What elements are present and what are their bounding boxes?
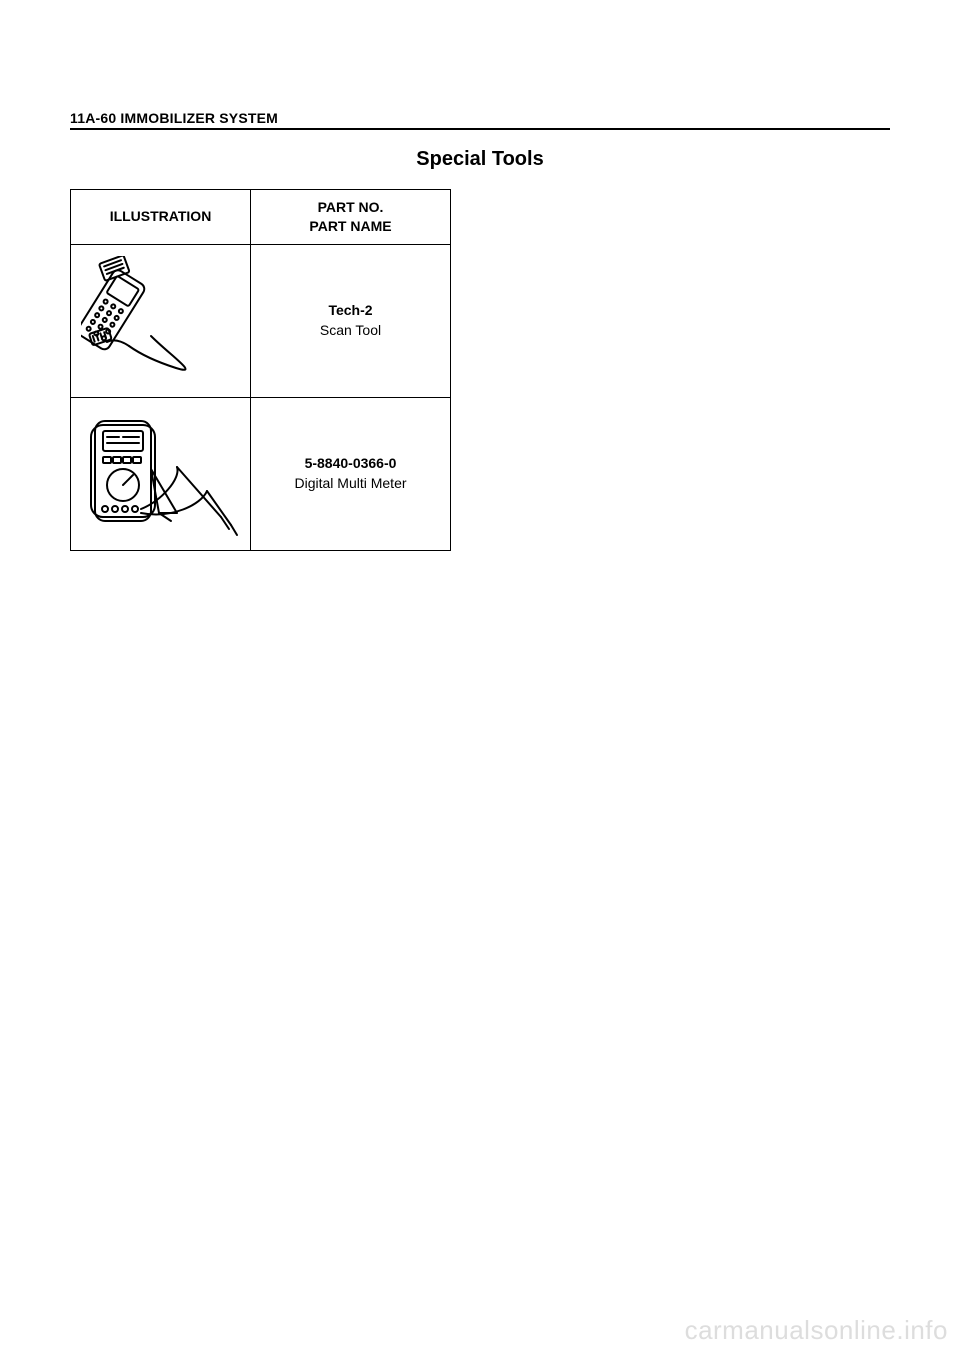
part-name-header-label: PART NAME — [309, 218, 391, 234]
part-no-header-label: PART NO. — [318, 199, 384, 215]
part-name: Scan Tool — [320, 322, 381, 338]
page-title: Special Tools — [70, 148, 890, 171]
part-no: 5-8840-0366-0 — [305, 455, 397, 471]
page: 11A-60 IMMOBILIZER SYSTEM Special Tools … — [0, 0, 960, 1358]
part-name: Digital Multi Meter — [294, 475, 406, 491]
col-part-header: PART NO. PART NAME — [251, 190, 451, 245]
section-header: 11A-60 IMMOBILIZER SYSTEM — [70, 110, 890, 130]
scan-tool-illustration — [81, 256, 241, 386]
special-tools-table: ILLUSTRATION PART NO. PART NAME — [70, 189, 451, 551]
table-row: Tech-2 Scan Tool — [71, 244, 451, 397]
part-cell: Tech-2 Scan Tool — [251, 244, 451, 397]
table-header-row: ILLUSTRATION PART NO. PART NAME — [71, 190, 451, 245]
watermark: carmanualsonline.info — [685, 1315, 948, 1346]
part-no: Tech-2 — [328, 302, 372, 318]
table-row: 5-8840-0366-0 Digital Multi Meter — [71, 397, 451, 550]
digital-multi-meter-illustration — [81, 409, 241, 539]
illustration-cell — [71, 397, 251, 550]
part-cell: 5-8840-0366-0 Digital Multi Meter — [251, 397, 451, 550]
col-illustration-header: ILLUSTRATION — [71, 190, 251, 245]
illustration-cell — [71, 244, 251, 397]
